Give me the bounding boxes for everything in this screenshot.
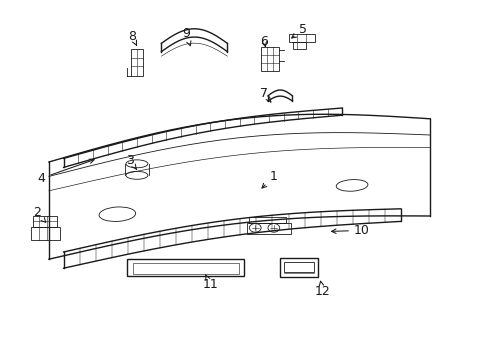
Bar bbox=[133, 263, 238, 274]
Text: 12: 12 bbox=[314, 281, 330, 298]
Text: 3: 3 bbox=[125, 154, 136, 169]
Bar bbox=[288, 34, 315, 42]
Bar bbox=[260, 47, 279, 71]
Text: 5: 5 bbox=[291, 23, 306, 38]
Text: 9: 9 bbox=[182, 27, 190, 46]
Bar bbox=[127, 259, 244, 276]
Bar bbox=[31, 227, 60, 240]
Bar bbox=[293, 42, 305, 49]
Text: 7: 7 bbox=[260, 87, 270, 102]
Bar bbox=[246, 223, 290, 234]
Bar bbox=[131, 49, 143, 76]
Bar bbox=[33, 216, 57, 227]
Text: 1: 1 bbox=[262, 170, 277, 188]
Text: 2: 2 bbox=[33, 206, 45, 222]
Text: 10: 10 bbox=[331, 224, 369, 237]
Text: 8: 8 bbox=[128, 30, 136, 45]
Text: 6: 6 bbox=[260, 35, 267, 48]
Text: 11: 11 bbox=[202, 275, 218, 291]
Bar bbox=[279, 258, 317, 277]
Bar bbox=[249, 217, 285, 223]
Text: 4: 4 bbox=[38, 159, 94, 185]
Bar bbox=[283, 262, 313, 272]
